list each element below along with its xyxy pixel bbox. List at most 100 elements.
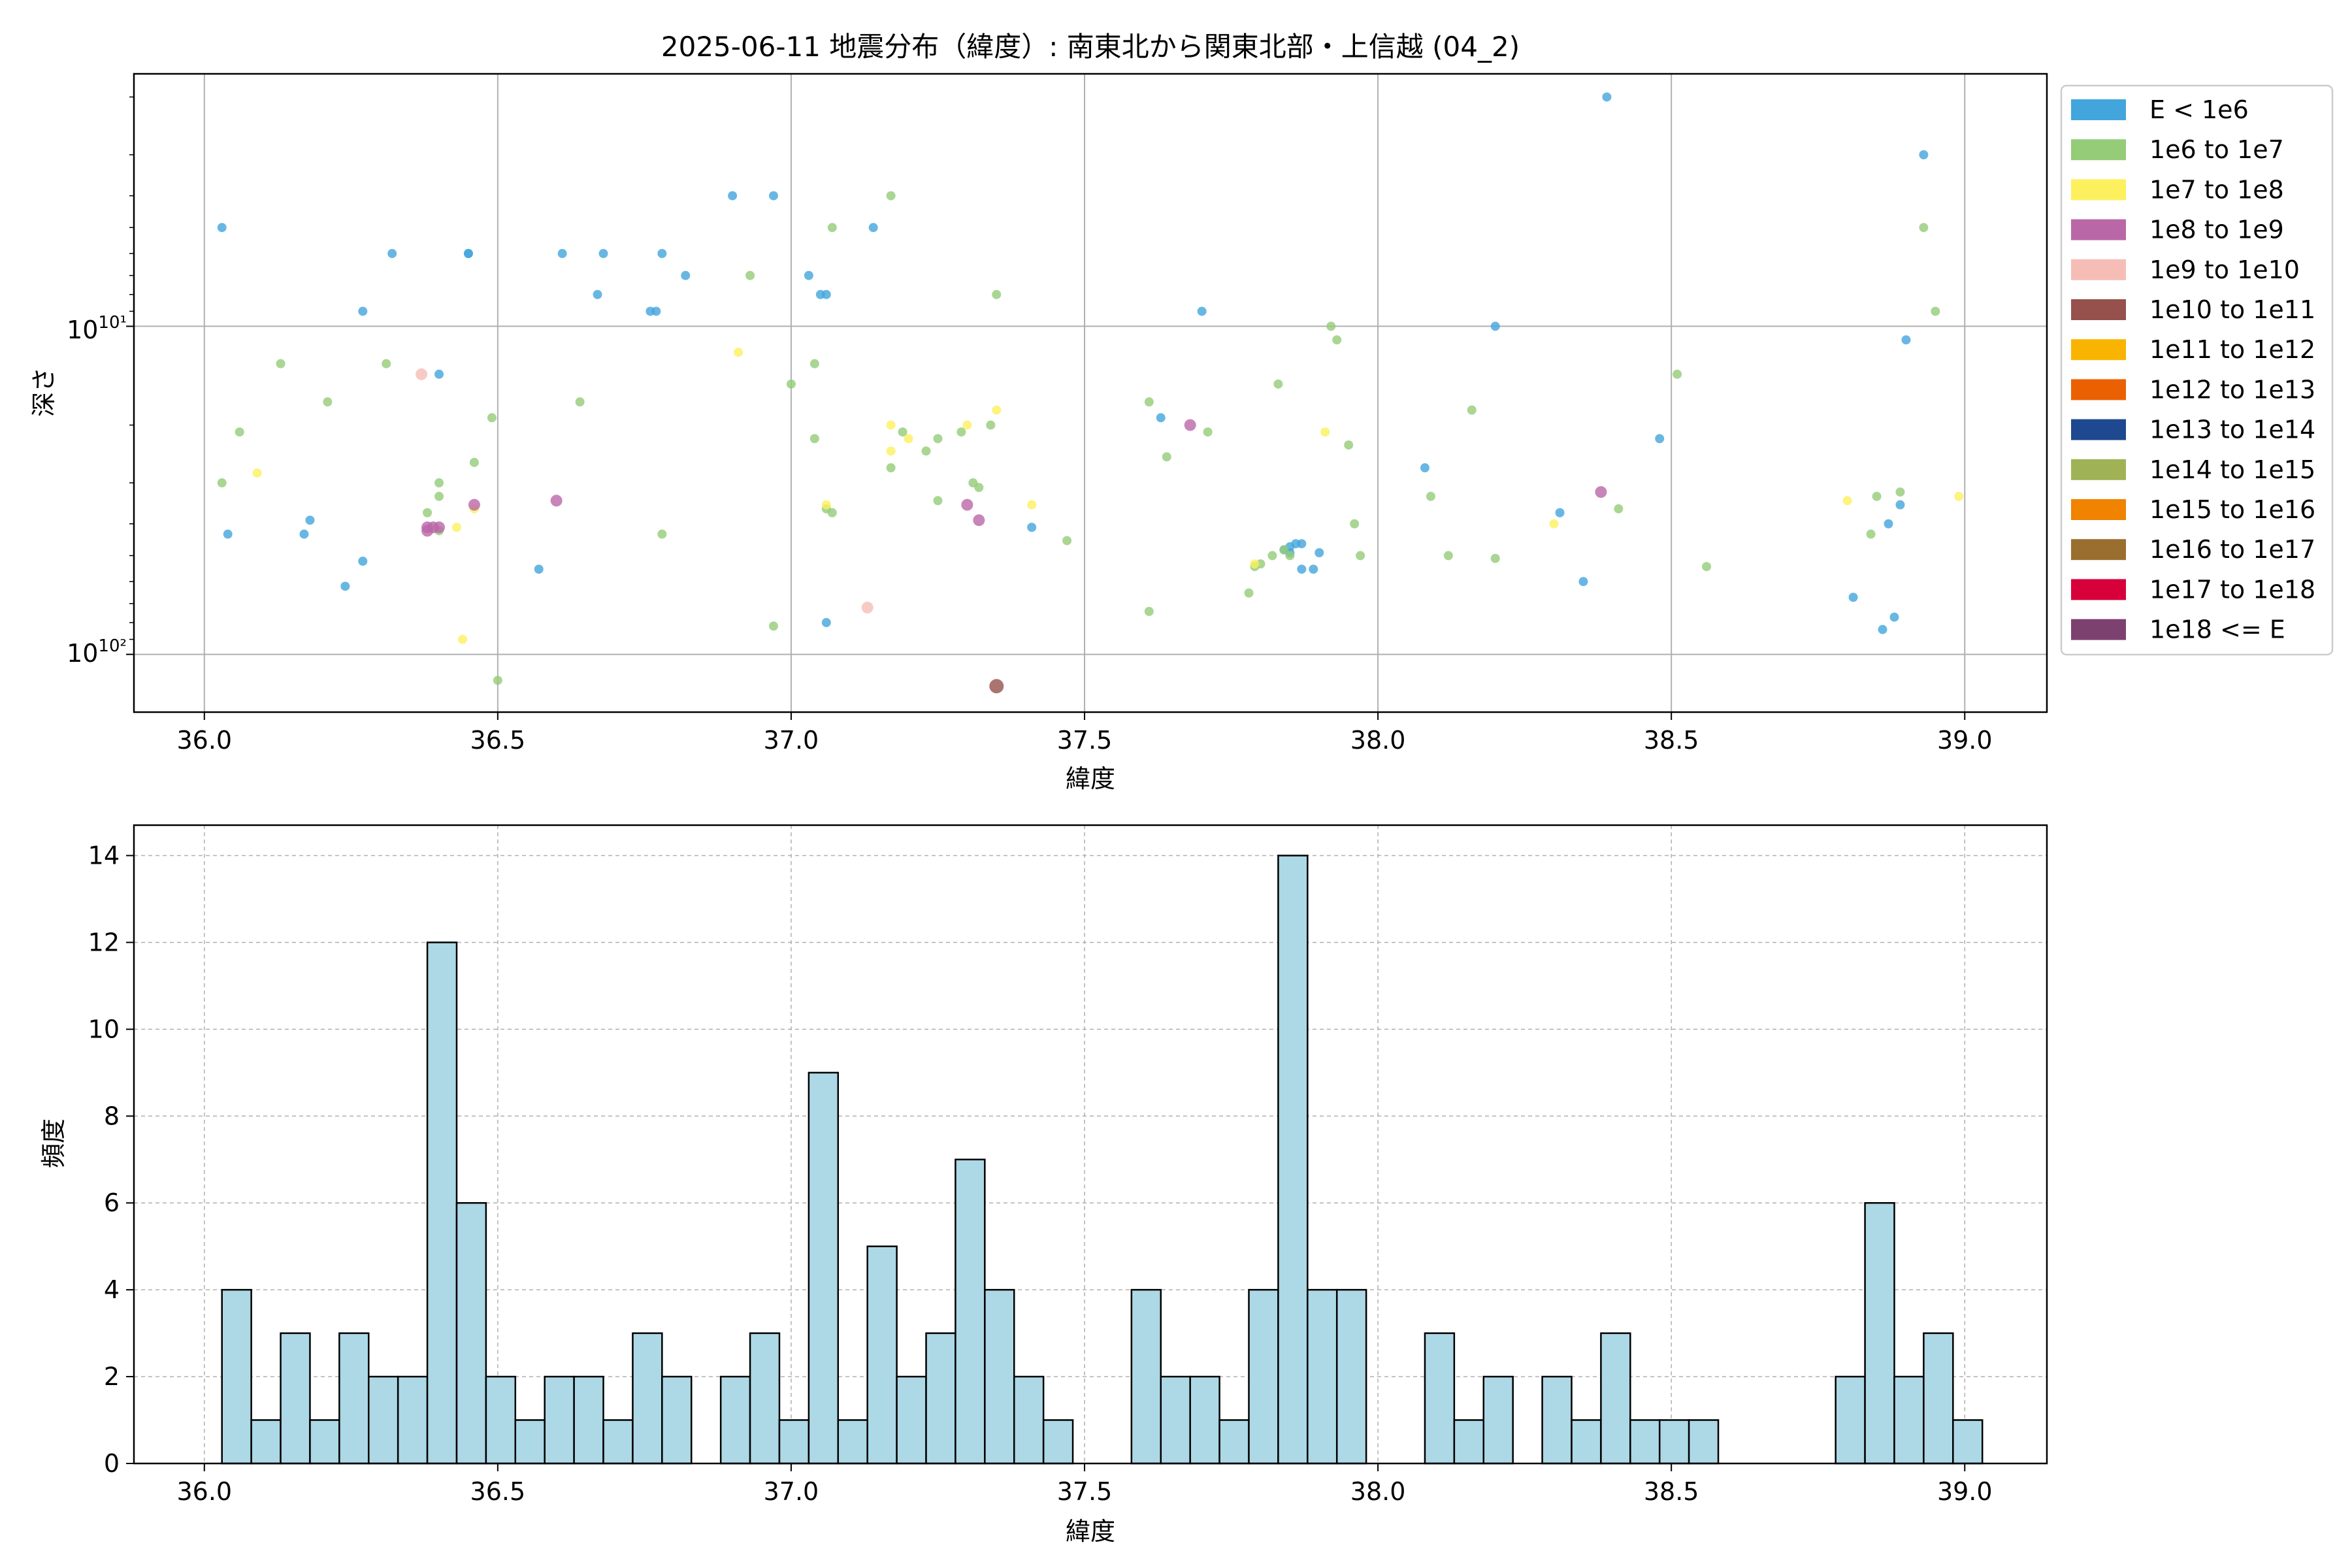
histogram-bar xyxy=(514,1419,546,1465)
scatter-point xyxy=(223,529,233,539)
histogram-bar xyxy=(837,1419,868,1465)
histogram-x-axis-label: 緯度 xyxy=(1066,1517,1115,1546)
histogram-y-tick-label: 12 xyxy=(88,928,120,956)
scatter-x-tick-label: 36.0 xyxy=(176,726,232,755)
legend-items: E < 1e6 1e6 to 1e7 1e7 to 1e8 1e8 to 1e9 1e9… xyxy=(2071,95,2315,644)
scatter-point xyxy=(933,496,943,506)
scatter-point xyxy=(1315,548,1324,558)
scatter-point xyxy=(1320,427,1330,437)
scatter-point xyxy=(1326,321,1336,331)
scatter-point xyxy=(217,478,227,488)
scatter-point xyxy=(1878,625,1887,634)
histogram-bar xyxy=(426,941,458,1465)
scatter-point xyxy=(557,249,567,259)
legend-label: 1e12 to 1e13 xyxy=(2149,375,2315,404)
legend-label: 1e7 to 1e8 xyxy=(2149,175,2284,204)
histogram-bar xyxy=(1688,1419,1720,1465)
scatter-point xyxy=(252,468,262,478)
scatter-point xyxy=(1332,335,1342,345)
scatter-x-tick-label: 38.0 xyxy=(1350,726,1406,755)
histogram-bar xyxy=(808,1071,840,1465)
legend-swatch xyxy=(2071,259,2126,280)
scatter-point xyxy=(989,679,1004,694)
scatter-point xyxy=(1162,452,1171,462)
histogram-bar xyxy=(280,1332,311,1465)
scatter-point xyxy=(974,483,984,493)
scatter-point xyxy=(886,446,896,456)
histogram-bars xyxy=(221,855,1984,1465)
scatter-point xyxy=(861,601,874,613)
histogram-x-tick-label: 36.5 xyxy=(470,1477,526,1506)
scatter-point xyxy=(1655,434,1665,444)
scatter-point xyxy=(1549,519,1559,529)
scatter-point xyxy=(992,405,1002,415)
scatter-point xyxy=(276,359,286,368)
scatter-point xyxy=(1297,564,1307,574)
scatter-point xyxy=(1443,551,1453,561)
scatter-point xyxy=(681,270,691,280)
scatter-point xyxy=(956,427,966,437)
histogram-bar xyxy=(1277,855,1309,1465)
histogram-bar xyxy=(1629,1419,1661,1465)
legend-label: 1e6 to 1e7 xyxy=(2149,135,2284,164)
legend-swatch xyxy=(2071,299,2126,320)
scatter-point xyxy=(1203,427,1213,437)
scatter-point xyxy=(768,191,778,201)
scatter-point xyxy=(904,434,913,444)
scatter-y-axis-label: 深さ xyxy=(29,367,58,417)
scatter-point xyxy=(1954,491,1964,501)
scatter-point xyxy=(1356,551,1365,561)
scatter-point xyxy=(1490,321,1500,331)
legend: E < 1e6 1e6 to 1e7 1e7 to 1e8 1e8 to 1e9 1e9… xyxy=(2060,84,2334,656)
histogram-bar xyxy=(1541,1375,1573,1465)
scatter-point xyxy=(1344,440,1354,450)
scatter-point xyxy=(1895,500,1905,510)
y-tick-label-10-2-exponent: 10² xyxy=(98,636,127,656)
legend-swatch xyxy=(2071,419,2126,440)
histogram-bar xyxy=(1952,1419,1984,1465)
scatter-point xyxy=(886,463,896,473)
histogram-bar xyxy=(1424,1332,1456,1465)
histogram-bar xyxy=(455,1201,487,1465)
histogram-bar xyxy=(632,1332,663,1465)
histogram-panel: 36.0 36.5 37.0 37.5 38.0 38.5 39.0 0 2 4 6 8 10 12 14… xyxy=(39,824,2048,1546)
scatter-point xyxy=(1273,379,1283,389)
scatter-point xyxy=(657,249,667,259)
scatter-point xyxy=(469,457,479,467)
histogram-bar xyxy=(1335,1288,1367,1465)
scatter-point xyxy=(986,420,996,430)
histogram-bar xyxy=(397,1375,429,1465)
scatter-x-tick-label: 39.0 xyxy=(1937,726,1993,755)
histogram-bar xyxy=(1864,1201,1895,1465)
scatter-point xyxy=(1848,593,1858,602)
scatter-point xyxy=(463,249,473,259)
scatter-point xyxy=(1267,551,1277,561)
scatter-point xyxy=(921,446,931,456)
histogram-bar xyxy=(1923,1332,1954,1465)
histogram-y-tick-label: 0 xyxy=(104,1449,120,1478)
scatter-point xyxy=(827,508,837,517)
legend-label: 1e15 to 1e16 xyxy=(2149,495,2315,524)
scatter-x-tick-label: 36.5 xyxy=(470,726,526,755)
scatter-point xyxy=(493,676,502,685)
scatter-point xyxy=(323,397,333,407)
scatter-point xyxy=(821,500,831,510)
scatter-point xyxy=(827,223,837,233)
histogram-bar xyxy=(955,1158,986,1465)
histogram-bar xyxy=(1160,1375,1191,1465)
histogram-bar xyxy=(1013,1375,1045,1465)
histogram-bar xyxy=(602,1419,634,1465)
legend-swatch xyxy=(2071,99,2126,120)
scatter-point xyxy=(1555,508,1565,517)
scatter-point xyxy=(305,515,315,525)
legend-swatch xyxy=(2071,499,2126,520)
histogram-x-tick-label: 37.5 xyxy=(1057,1477,1113,1506)
histogram-bar xyxy=(1248,1288,1279,1465)
scatter-point xyxy=(1197,306,1207,316)
legend-label: 1e16 to 1e17 xyxy=(2149,535,2315,564)
scatter-point xyxy=(457,634,467,644)
scatter-point xyxy=(657,529,667,539)
scatter-point xyxy=(809,434,819,444)
histogram-y-tick-label: 6 xyxy=(104,1188,120,1217)
scatter-point xyxy=(961,498,973,511)
